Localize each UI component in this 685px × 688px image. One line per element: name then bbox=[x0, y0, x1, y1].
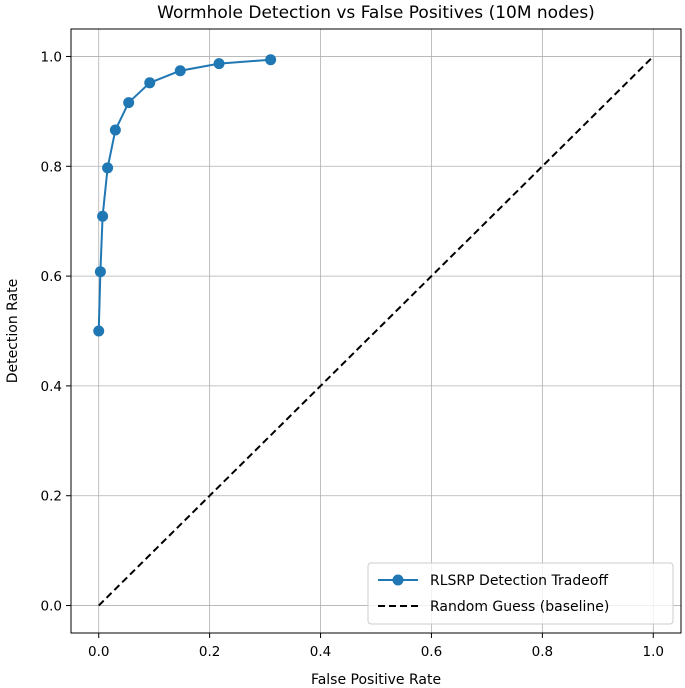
y-tick-label: 0.4 bbox=[41, 379, 62, 395]
x-axis: 0.0 0.2 0.4 0.6 0.8 1.0 bbox=[88, 633, 664, 660]
x-tick-label: 0.0 bbox=[88, 644, 109, 660]
x-axis-label: False Positive Rate bbox=[311, 672, 441, 688]
x-tick-label: 0.4 bbox=[310, 644, 331, 660]
grid-lines bbox=[71, 29, 681, 633]
data-point-rlsrp bbox=[102, 162, 114, 174]
legend-label-baseline: Random Guess (baseline) bbox=[430, 599, 609, 615]
legend-marker-rlsrp bbox=[392, 574, 404, 586]
series-line-rlsrp bbox=[97, 58, 271, 332]
data-point-rlsrp bbox=[265, 54, 277, 66]
y-tick-label: 1.0 bbox=[41, 49, 62, 65]
chart-title: Wormhole Detection vs False Positives (1… bbox=[157, 3, 595, 23]
series-line-baseline bbox=[98, 55, 654, 607]
legend: RLSRP Detection Tradeoff Random Guess (b… bbox=[367, 562, 674, 625]
legend-box bbox=[367, 562, 674, 625]
y-tick-label: 0.2 bbox=[41, 489, 62, 505]
baseline-layer bbox=[98, 55, 654, 607]
data-point-rlsrp bbox=[94, 266, 106, 278]
data-point-rlsrp bbox=[213, 58, 225, 70]
y-axis: 0.0 0.2 0.4 0.6 0.8 1.0 bbox=[41, 49, 71, 615]
x-tick-label: 0.2 bbox=[199, 644, 220, 660]
x-tick-label: 0.8 bbox=[532, 644, 553, 660]
data-point-rlsrp bbox=[174, 65, 186, 77]
data-point-rlsrp bbox=[123, 97, 135, 109]
legend-label-rlsrp: RLSRP Detection Tradeoff bbox=[430, 573, 608, 589]
plot-frame bbox=[70, 28, 682, 634]
data-point-rlsrp bbox=[97, 210, 109, 222]
data-point-rlsrp bbox=[93, 325, 105, 337]
data-point-rlsrp bbox=[144, 77, 156, 89]
y-axis-label: Detection Rate bbox=[5, 279, 21, 384]
x-tick-label: 1.0 bbox=[643, 644, 664, 660]
series-layer bbox=[93, 54, 277, 337]
data-point-rlsrp bbox=[109, 124, 121, 136]
x-tick-label: 0.6 bbox=[421, 644, 442, 660]
y-tick-label: 0.0 bbox=[41, 599, 62, 615]
y-tick-label: 0.6 bbox=[41, 269, 62, 285]
y-tick-label: 0.8 bbox=[41, 159, 62, 175]
